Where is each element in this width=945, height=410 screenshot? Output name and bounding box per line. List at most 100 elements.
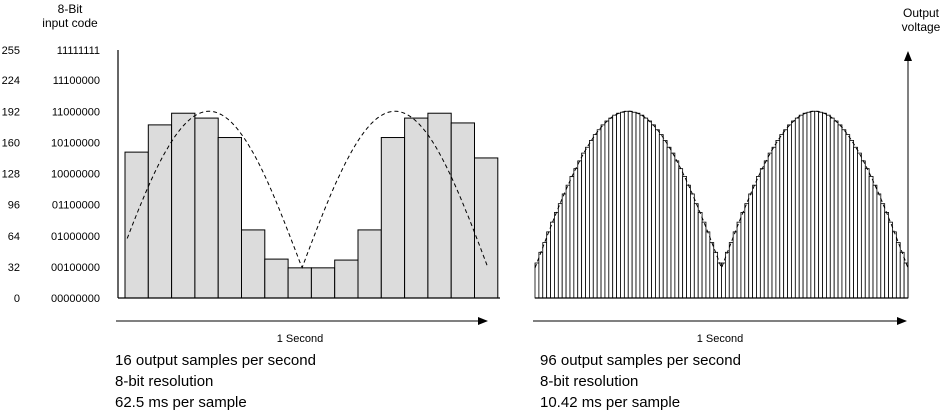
- right-sample-bar: [670, 152, 676, 299]
- left-sample-bar: [194, 117, 219, 299]
- binary-tick-labels: 11111111 11100000 11000000 10100000 10000000…: [51, 45, 100, 305]
- right-sample-bar: [538, 251, 544, 299]
- right-sample-bar: [623, 110, 629, 299]
- binary-tick-label: 01000000: [51, 231, 100, 243]
- right-sample-bar: [639, 114, 645, 299]
- right-sample-bar: [585, 146, 590, 299]
- right-sample-bar: [826, 114, 831, 299]
- left-sample-bar: [241, 229, 266, 299]
- right-sample-bar: [833, 120, 839, 299]
- output-voltage-label-line2: voltage: [902, 20, 941, 34]
- right-sample-bar: [577, 160, 583, 299]
- right-sample-bar: [892, 231, 897, 299]
- left-sample-bar: [264, 258, 289, 299]
- right-sample-bar: [860, 160, 866, 299]
- decimal-tick-label: 255: [2, 45, 20, 57]
- right-sample-bar: [697, 212, 703, 299]
- right-sample-bar: [744, 203, 750, 299]
- input-code-label-line1: 8-Bit: [58, 2, 83, 16]
- right-sample-bar: [814, 110, 820, 299]
- right-sample-bar: [608, 117, 614, 299]
- right-sample-bar: [662, 140, 668, 299]
- right-sample-bar: [709, 242, 715, 299]
- decimal-tick-label: 32: [8, 262, 20, 274]
- left-caption-line3: 62.5 ms per sample: [115, 394, 247, 410]
- right-sample-bar: [752, 184, 757, 299]
- right-sample-bar: [658, 134, 664, 299]
- right-sample-bar: [573, 168, 579, 299]
- right-sample-bar: [643, 117, 649, 299]
- right-sample-bar: [674, 160, 680, 299]
- right-sample-bar: [565, 184, 571, 299]
- right-sample-bar: [872, 184, 878, 299]
- right-sample-bar: [903, 262, 909, 299]
- binary-tick-label: 00100000: [51, 262, 100, 274]
- right-sample-bar: [849, 140, 855, 299]
- right-sample-bar: [732, 231, 738, 299]
- right-sample-bar: [690, 193, 695, 299]
- binary-tick-label: 11100000: [53, 75, 100, 87]
- left-reference-curve: [126, 110, 489, 269]
- right-sample-bar: [806, 111, 812, 299]
- left-sample-bar: [474, 157, 499, 299]
- right-sample-bar: [880, 203, 886, 299]
- right-sample-bar: [682, 176, 687, 299]
- right-sample-bar: [895, 242, 901, 299]
- right-reference-curve: [534, 110, 909, 270]
- right-sample-bar: [534, 262, 540, 299]
- right-sample-bar: [713, 251, 719, 299]
- left-sample-bar: [147, 124, 173, 299]
- left-caption-line1: 16 output samples per second: [115, 352, 316, 369]
- right-sample-bar: [600, 124, 606, 299]
- right-sample-bar: [787, 124, 792, 299]
- right-sample-bar: [818, 111, 823, 299]
- right-sample-bar: [864, 168, 870, 299]
- right-sample-bar: [748, 193, 753, 299]
- right-sample-bar: [775, 140, 781, 299]
- right-sample-bar: [888, 221, 893, 299]
- right-sample-bar: [612, 114, 618, 299]
- right-sample-bar: [857, 152, 862, 299]
- left-sample-bar: [380, 137, 406, 299]
- left-caption-line2: 8-bit resolution: [115, 373, 213, 390]
- decimal-tick-label: 96: [8, 200, 20, 212]
- binary-tick-label: 01100000: [52, 200, 100, 212]
- right-sample-bar: [705, 231, 711, 299]
- right-sample-bar: [783, 129, 788, 299]
- right-sample-bar: [767, 152, 773, 299]
- right-sample-bar: [635, 112, 641, 299]
- left-sample-bar: [357, 229, 382, 299]
- right-sample-bar: [724, 251, 730, 299]
- right-sample-bar: [717, 262, 722, 299]
- left-sample-bar: [124, 151, 149, 299]
- decimal-tick-label: 192: [2, 106, 20, 118]
- right-sample-bar: [721, 262, 726, 299]
- decimal-tick-label: 128: [2, 169, 20, 181]
- decimal-tick-label: 224: [2, 75, 20, 87]
- right-sample-bar: [822, 112, 827, 299]
- right-sample-bar: [581, 152, 586, 299]
- right-sample-bars: [534, 110, 909, 299]
- right-sample-bar: [647, 120, 652, 299]
- binary-tick-label: 11000000: [52, 106, 100, 118]
- left-sample-bar: [450, 122, 476, 299]
- right-sample-bar: [589, 140, 594, 299]
- right-sample-bar: [810, 110, 816, 299]
- right-sample-bar: [693, 203, 699, 299]
- output-voltage-label-line1: Output: [903, 6, 940, 20]
- right-sample-bar: [876, 193, 882, 299]
- right-sample-bar: [631, 111, 637, 299]
- left-sample-bar: [334, 259, 359, 299]
- right-sample-bar: [899, 251, 905, 299]
- decimal-tick-label: 160: [2, 137, 20, 149]
- right-caption-line2: 8-bit resolution: [540, 373, 638, 390]
- left-sample-bar: [427, 112, 452, 299]
- left-sample-bar: [171, 112, 196, 299]
- right-sample-bar: [620, 111, 625, 299]
- right-sample-bar: [837, 124, 843, 299]
- right-sample-bar: [666, 146, 672, 299]
- right-sample-bar: [841, 129, 847, 299]
- right-sample-bar: [701, 221, 707, 299]
- left-sample-bar: [404, 117, 429, 299]
